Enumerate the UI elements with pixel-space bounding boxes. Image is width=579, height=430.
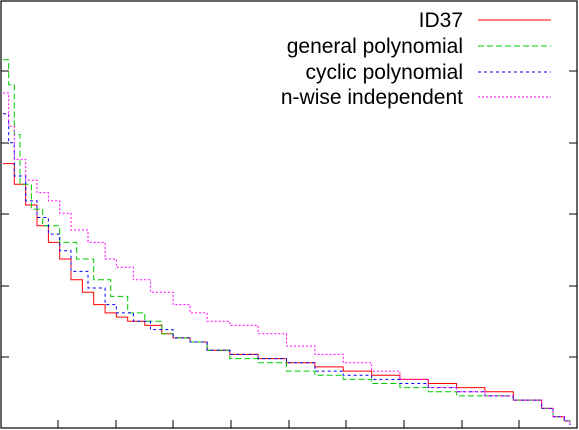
series-line-2 xyxy=(3,59,571,425)
series-line-4 xyxy=(3,92,571,425)
series-line-1 xyxy=(3,163,571,425)
legend-label-3: cyclic polynomial xyxy=(305,61,463,84)
legend-label-2: general polynomial xyxy=(287,35,463,58)
axis-ticks xyxy=(1,70,577,428)
legend-label-1: ID37 xyxy=(419,9,463,32)
series-lines xyxy=(3,59,571,425)
series-line-3 xyxy=(3,113,571,425)
legend: ID37 general polynomial cyclic polynomialn… xyxy=(281,9,551,109)
legend-label-4: n-wise independent xyxy=(281,86,463,109)
